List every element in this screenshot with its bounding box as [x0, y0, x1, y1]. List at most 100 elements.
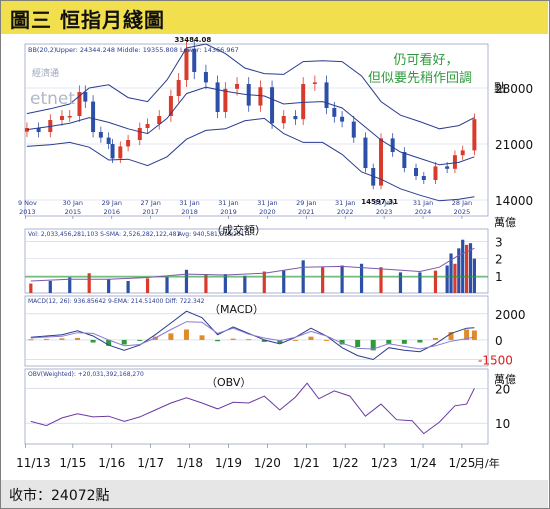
bollinger-lower-line — [26, 117, 475, 202]
volume-tick-label: 1 — [495, 270, 503, 284]
x-axis-tick-label: 11/13 — [16, 456, 51, 470]
macd-histogram-bar — [292, 339, 298, 341]
macd-histogram-bar — [28, 339, 34, 341]
macd-label: （MACD） — [209, 303, 264, 316]
x-axis-tick-label: 1/18 — [176, 456, 203, 470]
volume-bar — [321, 267, 325, 293]
price-candle — [324, 82, 329, 108]
price-x-tick-year: 2015 — [65, 208, 82, 216]
macd-histogram-bar — [246, 339, 252, 341]
volume-bar — [204, 274, 208, 293]
price-x-tick-year: 2024 — [415, 208, 432, 216]
volume-bar — [184, 269, 189, 293]
macd-indicator: MACD(12, 26): 936.85642 9-EMA: 214.51400… — [28, 298, 205, 305]
price-candle — [414, 168, 419, 176]
volume-bar — [262, 271, 266, 293]
volume-bar — [87, 273, 91, 293]
watermark-chinese: 經濟通 — [32, 67, 59, 79]
volume-label: （成交額） — [211, 223, 266, 237]
price-candle — [215, 82, 220, 112]
price-x-tick-year: 2021 — [298, 208, 315, 216]
price-candle — [203, 72, 208, 83]
obv-indicator: OBV(Weighted): +20,031,392,168,270 — [28, 371, 144, 378]
macd-tick-label: -1500 — [478, 353, 513, 367]
price-candle — [36, 128, 41, 132]
price-candle — [106, 137, 111, 144]
price-candle — [98, 132, 103, 138]
price-candle — [176, 80, 181, 96]
price-x-tick-day: 28 Jan — [452, 199, 472, 207]
volume-bar — [29, 283, 33, 293]
macd-histogram-bar — [401, 339, 407, 344]
price-x-tick-day: 27 Jan — [140, 199, 160, 207]
macd-histogram-bar — [215, 339, 221, 342]
price-x-tick-day: 31 Jan — [218, 199, 238, 207]
macd-histogram-bar — [277, 339, 283, 344]
bb-values: Upper: 24344.248 Middle: 19355.808 Lower… — [56, 46, 239, 54]
x-axis-tick-label: 1/24 — [410, 456, 437, 470]
price-x-tick-year: 2016 — [103, 208, 120, 216]
price-x-tick-day: 29 Jan — [102, 199, 122, 207]
macd-histogram-bar — [261, 339, 267, 342]
volume-bar — [433, 270, 438, 293]
volume-bar — [468, 243, 473, 293]
volume-sma-line — [30, 247, 475, 282]
volume-bar — [243, 275, 247, 293]
obv-tick-label: 20 — [495, 382, 510, 396]
volume-tick-label: 2 — [495, 253, 503, 267]
macd-histogram-bar — [355, 339, 361, 348]
macd-panel — [24, 295, 489, 367]
x-axis-tick-label: 1/16 — [98, 456, 125, 470]
price-candle — [460, 150, 465, 156]
price-candle — [379, 138, 384, 186]
price-x-tick-year: 2013 — [19, 208, 36, 216]
price-x-tick-day: 9 Nov — [18, 199, 37, 207]
price-candle — [472, 119, 477, 151]
volume-bar — [398, 272, 403, 293]
macd-histogram-bar — [324, 339, 330, 341]
macd-histogram-bar — [59, 338, 65, 340]
price-candle — [301, 84, 306, 120]
price-x-tick-day: 31 Jan — [374, 199, 394, 207]
macd-histogram-bar — [43, 338, 49, 340]
volume-bar — [418, 272, 422, 293]
macd-histogram-bar — [199, 335, 205, 340]
price-candle — [351, 121, 356, 138]
price-annotation: 33484.08 — [174, 36, 211, 44]
price-candle — [390, 138, 395, 152]
price-tick-label: 28000 — [495, 82, 533, 96]
x-axis-tick-label: 1/20 — [254, 456, 281, 470]
macd-histogram-bar — [106, 339, 112, 346]
price-unit: 點 — [494, 81, 506, 95]
price-candle — [235, 84, 240, 89]
price-candle — [184, 48, 189, 80]
x-axis-tick-label: 1/25 — [448, 456, 475, 470]
volume-bar — [165, 276, 169, 293]
price-candle — [270, 87, 275, 124]
price-panel — [24, 43, 489, 217]
macd-histogram-bar — [168, 333, 174, 340]
x-axis-tick-label: 1/21 — [293, 456, 320, 470]
macd-macd-line — [30, 310, 475, 361]
macd-histogram-bar — [75, 337, 81, 340]
x-axis-tick-label: 1/22 — [332, 456, 359, 470]
obv-label: （OBV） — [206, 376, 251, 389]
bollinger-middle-line — [26, 86, 475, 166]
volume-bar — [379, 267, 383, 293]
volume-bar — [453, 263, 457, 293]
price-x-tick-day: 29 Jan — [296, 199, 316, 207]
obv-panel — [24, 368, 489, 445]
volume-bar — [340, 265, 344, 293]
obv-tick-label: 10 — [495, 417, 510, 431]
volume-bar — [445, 265, 449, 293]
x-axis-tick-label: 1/19 — [215, 456, 242, 470]
volume-bar — [126, 280, 130, 293]
price-x-tick-day: 30 Jan — [63, 199, 83, 207]
volume-bar — [48, 280, 52, 293]
macd-histogram-bar — [471, 330, 477, 340]
price-x-tick-day: 31 Jan — [413, 199, 433, 207]
price-candle — [293, 116, 298, 120]
macd-histogram-bar — [230, 338, 236, 340]
macd-tick-label: 2000 — [495, 308, 526, 322]
price-candle — [421, 176, 426, 180]
